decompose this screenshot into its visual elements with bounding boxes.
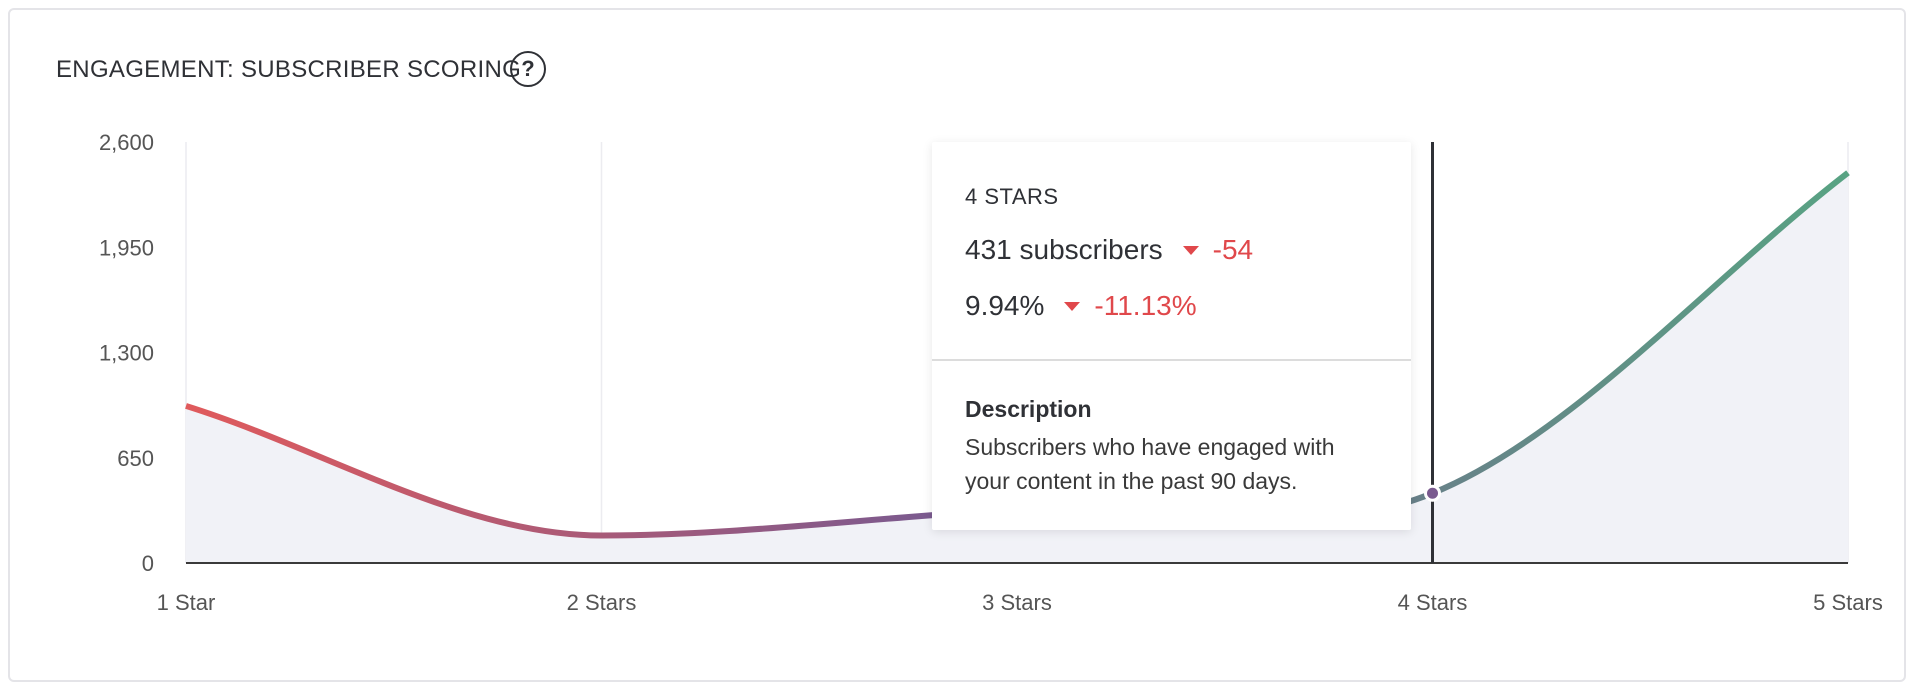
help-glyph: ?	[521, 56, 535, 81]
y-tick-label: 0	[142, 551, 154, 576]
count-change-value: -54	[1212, 234, 1254, 265]
y-tick-label: 650	[117, 446, 154, 471]
triangle-down-icon	[1064, 301, 1081, 311]
y-tick-label: 1,950	[99, 235, 154, 260]
tooltip-label: 4 STARS	[965, 184, 1059, 209]
percent-change-value: -11.13%	[1094, 290, 1197, 321]
triangle-down-icon	[1182, 245, 1199, 255]
chart-title: ENGAGEMENT: SUBSCRIBER SCORING	[56, 56, 522, 83]
y-tick-label: 1,300	[99, 341, 154, 366]
tooltip-count-row: 431 subscribers -54	[965, 234, 1253, 266]
x-tick-label: 5 Stars	[1813, 590, 1883, 615]
percent-change: -11.13%	[1044, 290, 1197, 322]
count-change: -54	[1163, 234, 1253, 266]
area-fill	[186, 172, 1848, 563]
y-tick-label: 2,600	[99, 130, 154, 155]
tooltip-summary: 4 STARS 431 subscribers -54 9.94% -11.13…	[932, 142, 1411, 361]
tooltip: 4 STARS 431 subscribers -54 9.94% -11.13…	[932, 142, 1411, 530]
x-tick-label: 1 Star	[157, 590, 216, 615]
question-circle-icon[interactable]: ?	[510, 51, 546, 87]
x-tick-label: 2 Stars	[567, 590, 637, 615]
description-title: Description	[965, 396, 1092, 422]
highlight-point[interactable]	[1424, 484, 1441, 502]
tooltip-percent-row: 9.94% -11.13%	[965, 290, 1197, 322]
x-tick-label: 3 Stars	[982, 590, 1052, 615]
x-tick-label: 4 Stars	[1398, 590, 1468, 615]
description-text: Subscribers who have engaged with your c…	[965, 434, 1335, 494]
tooltip-count: 431 subscribers	[965, 234, 1163, 265]
tooltip-percent: 9.94%	[965, 290, 1045, 321]
